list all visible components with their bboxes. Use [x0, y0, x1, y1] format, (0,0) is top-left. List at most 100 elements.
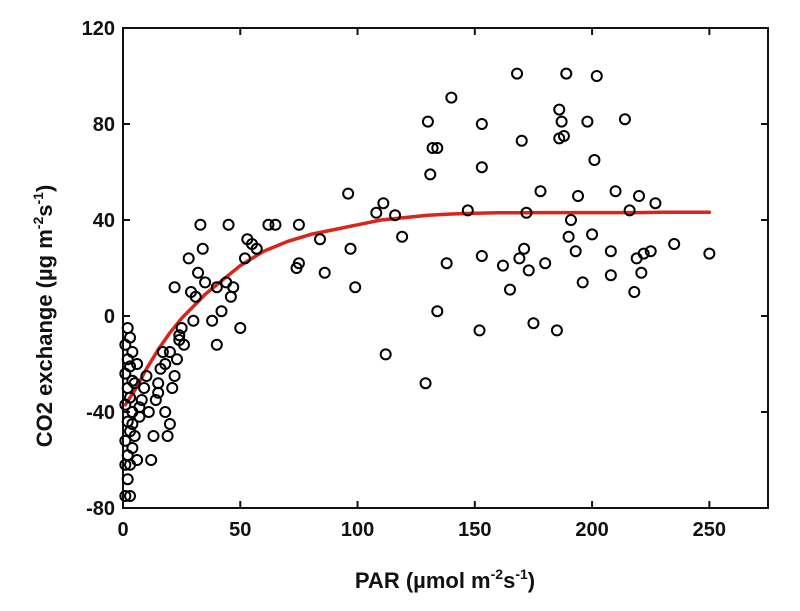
data-point	[421, 115, 434, 128]
data-point	[119, 458, 132, 471]
data-point	[644, 245, 657, 258]
data-point	[215, 305, 228, 318]
data-point	[504, 283, 516, 296]
plot-frame	[122, 27, 769, 509]
data-point	[475, 118, 488, 130]
x-tick-label: 250	[693, 519, 726, 541]
data-point	[292, 257, 305, 270]
data-point	[224, 290, 237, 303]
data-point	[166, 382, 179, 394]
data-point	[475, 250, 488, 262]
data-point	[250, 242, 263, 255]
data-point	[145, 454, 158, 466]
data-point	[182, 252, 195, 265]
data-point	[119, 490, 132, 502]
data-point	[604, 269, 617, 282]
data-point	[192, 266, 205, 279]
y-tick-label: 80	[93, 114, 115, 136]
y-tick-label: 0	[104, 306, 115, 328]
data-point	[511, 67, 524, 80]
data-point	[426, 142, 439, 154]
data-point	[590, 70, 603, 82]
x-tick-label: 150	[458, 519, 491, 541]
data-point	[431, 305, 444, 318]
data-point	[515, 134, 528, 147]
data-point	[534, 185, 547, 198]
data-point	[152, 386, 165, 399]
data-point	[159, 406, 172, 418]
data-point	[173, 329, 186, 342]
data-point	[177, 338, 190, 351]
data-point	[342, 187, 355, 200]
fit-curve	[123, 210, 712, 407]
data-point	[581, 115, 594, 128]
data-point	[440, 257, 453, 270]
data-point	[131, 358, 144, 370]
data-point	[623, 204, 636, 217]
data-point	[128, 430, 141, 442]
data-point	[156, 346, 169, 358]
data-point	[569, 245, 582, 258]
data-point	[142, 406, 155, 418]
data-point	[163, 418, 176, 430]
data-point	[314, 233, 327, 246]
x-tick-label: 200	[575, 519, 608, 541]
fit-line-layer	[123, 210, 712, 407]
x-axis-title: PAR (µmol m-2s-1)	[355, 566, 535, 593]
y-axis-title: CO2 exchange (µg m-2s-1)	[30, 185, 57, 448]
plot-border	[122, 27, 769, 509]
data-point	[175, 322, 188, 334]
data-point	[318, 266, 331, 279]
data-point	[126, 346, 139, 358]
data-point	[189, 290, 202, 303]
data-point	[588, 154, 601, 166]
x-axis-ticks: 0 50 100 150 200 250	[117, 28, 726, 541]
y-tick-label: -80	[86, 498, 115, 520]
data-point	[396, 230, 409, 243]
data-point	[168, 281, 181, 294]
scatter-points	[119, 67, 716, 502]
data-point	[550, 324, 563, 337]
data-point	[703, 247, 716, 260]
data-point	[128, 377, 141, 390]
data-point	[292, 218, 305, 231]
data-point	[609, 185, 622, 198]
data-point	[149, 394, 162, 406]
data-point	[377, 197, 390, 210]
y-tick-label: 40	[93, 210, 115, 232]
data-point	[269, 218, 282, 231]
data-point	[560, 67, 573, 80]
data-point	[121, 322, 134, 334]
data-point	[227, 281, 240, 294]
y-axis-ticks: -80 -40 0 40 80 120	[82, 18, 768, 520]
data-point	[126, 418, 139, 430]
data-point	[572, 190, 585, 202]
data-point	[187, 314, 200, 327]
data-point	[419, 377, 432, 390]
data-point	[222, 218, 235, 231]
data-point	[586, 228, 599, 241]
data-point	[527, 317, 540, 330]
data-point	[562, 230, 575, 243]
data-point	[131, 454, 144, 466]
data-point	[628, 286, 641, 298]
data-point	[539, 257, 552, 270]
x-tick-label: 50	[229, 519, 251, 541]
data-point	[424, 168, 437, 181]
y-tick-label: -40	[86, 402, 115, 424]
data-point	[234, 322, 247, 334]
data-point	[604, 245, 617, 258]
data-point	[555, 115, 568, 128]
data-point	[210, 338, 223, 351]
data-point	[161, 430, 174, 442]
data-point	[135, 394, 148, 406]
x-tick-label: 0	[117, 519, 128, 541]
data-point	[379, 348, 392, 361]
data-point	[163, 346, 176, 358]
data-point	[553, 103, 566, 116]
data-point	[159, 358, 172, 370]
data-point	[126, 374, 139, 387]
data-point	[518, 242, 531, 255]
data-point	[461, 204, 474, 217]
